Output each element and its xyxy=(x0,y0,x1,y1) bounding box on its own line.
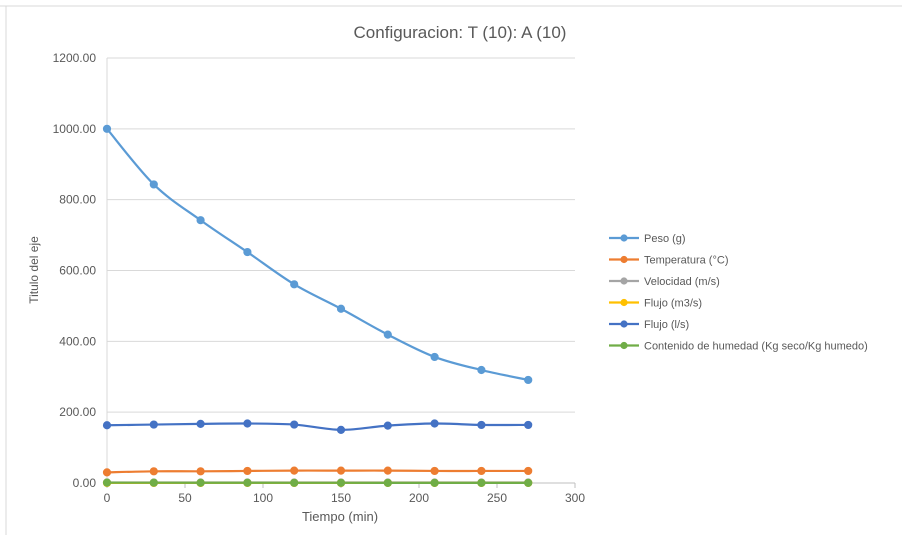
data-point xyxy=(384,479,391,486)
legend-marker xyxy=(620,256,627,263)
data-point xyxy=(244,467,251,474)
data-point xyxy=(150,181,157,188)
data-point xyxy=(384,422,391,429)
legend-label: Contenido de humedad (Kg seco/Kg humedo) xyxy=(644,341,868,353)
legend-marker xyxy=(620,277,627,284)
data-point xyxy=(525,467,532,474)
data-point xyxy=(431,479,438,486)
data-point xyxy=(525,421,532,428)
x-tick-label: 300 xyxy=(565,491,585,505)
data-point xyxy=(197,468,204,475)
legend-marker xyxy=(620,342,627,349)
y-tick-label: 400.00 xyxy=(59,334,96,348)
y-tick-label: 200.00 xyxy=(59,405,96,419)
legend-item: Contenido de humedad (Kg seco/Kg humedo) xyxy=(609,341,868,353)
data-point xyxy=(525,479,532,486)
legend-marker xyxy=(620,299,627,306)
data-point xyxy=(103,125,110,132)
x-tick-label: 150 xyxy=(331,491,351,505)
data-point xyxy=(525,376,532,383)
x-tick-label: 250 xyxy=(487,491,507,505)
y-tick-label: 0.00 xyxy=(73,476,97,490)
y-tick-label: 800.00 xyxy=(59,193,96,207)
data-point xyxy=(244,479,251,486)
data-point xyxy=(197,217,204,224)
legend-label: Peso (g) xyxy=(644,233,686,245)
data-point xyxy=(431,420,438,427)
data-point xyxy=(337,479,344,486)
data-point xyxy=(103,469,110,476)
chart-title: Configuracion: T (10): A (10) xyxy=(354,23,567,42)
data-point xyxy=(478,366,485,373)
legend-marker xyxy=(620,234,627,241)
data-point xyxy=(103,479,110,486)
y-tick-label: 1000.00 xyxy=(53,122,97,136)
data-point xyxy=(431,353,438,360)
x-tick-label: 0 xyxy=(104,491,111,505)
x-axis-label: Tiempo (min) xyxy=(302,509,378,524)
y-tick-label: 600.00 xyxy=(59,264,96,278)
data-point xyxy=(244,248,251,255)
legend-marker xyxy=(620,320,627,327)
data-point xyxy=(150,479,157,486)
x-tick-label: 100 xyxy=(253,491,273,505)
legend-label: Temperatura (°C) xyxy=(644,255,728,267)
data-point xyxy=(103,422,110,429)
y-axis-label: Titulo del eje xyxy=(27,236,41,304)
data-point xyxy=(291,281,298,288)
legend-label: Flujo (m3/s) xyxy=(644,298,702,310)
data-point xyxy=(478,479,485,486)
data-point xyxy=(337,426,344,433)
data-point xyxy=(244,420,251,427)
data-point xyxy=(431,467,438,474)
x-tick-label: 200 xyxy=(409,491,429,505)
data-point xyxy=(384,331,391,338)
data-point xyxy=(337,305,344,312)
data-point xyxy=(197,420,204,427)
data-point xyxy=(291,467,298,474)
data-point xyxy=(197,479,204,486)
data-point xyxy=(478,467,485,474)
legend-label: Velocidad (m/s) xyxy=(644,276,720,288)
data-point xyxy=(150,468,157,475)
data-point xyxy=(291,479,298,486)
y-tick-label: 1200.00 xyxy=(53,51,97,65)
x-tick-label: 50 xyxy=(178,491,192,505)
data-point xyxy=(150,421,157,428)
data-point xyxy=(337,467,344,474)
data-point xyxy=(291,421,298,428)
data-point xyxy=(478,421,485,428)
data-point xyxy=(384,467,391,474)
legend-label: Flujo (l/s) xyxy=(644,319,689,331)
